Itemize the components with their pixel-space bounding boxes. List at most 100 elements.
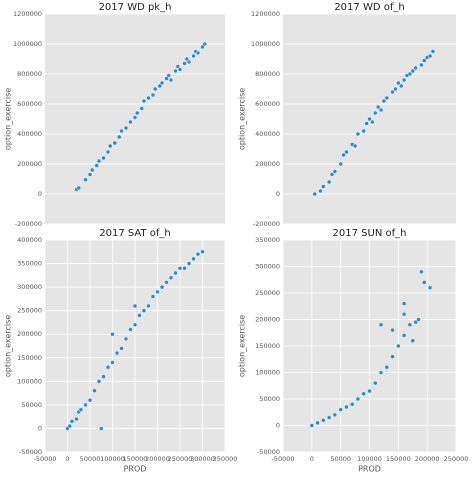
point [416, 317, 421, 322]
point [137, 313, 142, 318]
point [110, 332, 115, 337]
point [344, 404, 349, 410]
point [413, 65, 418, 71]
y-tick-label: 200000 [255, 160, 280, 168]
point [422, 58, 427, 63]
subplot-title: 2017 SAT of_h [99, 228, 171, 239]
y-tick-label: 1200000 [13, 10, 42, 18]
x-tick-label: 150000 [386, 455, 411, 463]
point [108, 143, 113, 149]
point [132, 115, 138, 120]
point [344, 149, 349, 155]
point [128, 327, 133, 332]
point [166, 73, 171, 78]
point [367, 116, 372, 122]
point [355, 396, 361, 402]
y-tick-label: 250000 [17, 307, 42, 315]
point [87, 172, 93, 177]
point [352, 143, 358, 149]
y-tick-label: 1000000 [251, 40, 280, 48]
y-tick-label: -200000 [253, 220, 280, 228]
subplot: -50000 0 50000 100000 150000 200000 250000 3000… [238, 228, 469, 474]
y-tick-label: 800000 [17, 70, 42, 78]
x-tick-label: 50000 [330, 455, 351, 463]
point [315, 420, 320, 426]
x-axis-label: PROD [124, 465, 147, 474]
y-tick-label: 1200000 [251, 10, 280, 18]
point [410, 68, 415, 74]
point [390, 327, 395, 333]
point [419, 269, 424, 274]
point [427, 53, 433, 59]
point [164, 76, 169, 81]
point [381, 98, 387, 104]
point [76, 185, 81, 191]
y-tick-label: 600000 [255, 100, 280, 108]
point [407, 71, 413, 77]
y-tick-label: -200000 [15, 220, 42, 228]
x-tick-label: 100000 [357, 455, 382, 463]
y-tick-label: 400000 [17, 130, 42, 138]
subplot: -200000 0 200000 400000 600000 800000 1000000 1… [238, 2, 456, 228]
x-axis-label: PROD [358, 465, 381, 474]
point [69, 419, 75, 424]
x-tick-label: -50000 [33, 455, 56, 463]
x-tick-label: 250000 [168, 455, 193, 463]
point [155, 289, 160, 295]
point [355, 131, 361, 137]
point [401, 301, 407, 306]
point [393, 86, 398, 92]
point [146, 95, 151, 101]
point [373, 110, 378, 116]
point [146, 303, 151, 309]
y-tick-label: 1000000 [13, 40, 42, 48]
point [150, 92, 156, 98]
point [99, 426, 104, 431]
point [182, 61, 187, 66]
point [329, 172, 335, 177]
x-tick-label: 350000 [213, 455, 238, 463]
point [83, 177, 88, 182]
x-tick-label: 0 [65, 455, 69, 463]
y-tick-label: -50000 [19, 448, 42, 456]
point [132, 303, 138, 309]
point [119, 346, 124, 351]
subplot-title: 2017 WD of_h [334, 2, 404, 13]
point [200, 249, 205, 254]
point [361, 128, 366, 134]
point [135, 110, 140, 116]
point [101, 374, 106, 379]
point [309, 423, 315, 428]
point [321, 418, 326, 423]
point [173, 270, 178, 276]
point [168, 275, 174, 280]
y-tick-label: 0 [38, 424, 42, 432]
y-tick-label: 400000 [17, 236, 42, 244]
point [157, 83, 162, 89]
point [159, 284, 165, 290]
point [112, 140, 117, 146]
y-axis-label: option_exercise [4, 315, 13, 377]
y-tick-label: 100000 [255, 369, 280, 377]
point [177, 67, 183, 72]
y-tick-label: 200000 [17, 330, 42, 338]
point [422, 280, 427, 285]
point [378, 322, 384, 327]
point [332, 169, 338, 174]
point [110, 360, 115, 365]
point [195, 50, 201, 56]
point [74, 416, 79, 422]
point [186, 261, 192, 266]
point [407, 322, 413, 327]
point [117, 134, 122, 140]
point [186, 59, 192, 65]
point [427, 285, 433, 290]
y-tick-label: 50000 [21, 401, 42, 409]
point [361, 391, 366, 396]
y-tick-label: 250000 [255, 289, 280, 297]
point [401, 333, 407, 338]
x-tick-label: 50000 [80, 455, 101, 463]
x-tick-label: -50000 [271, 455, 294, 463]
point [92, 388, 97, 393]
